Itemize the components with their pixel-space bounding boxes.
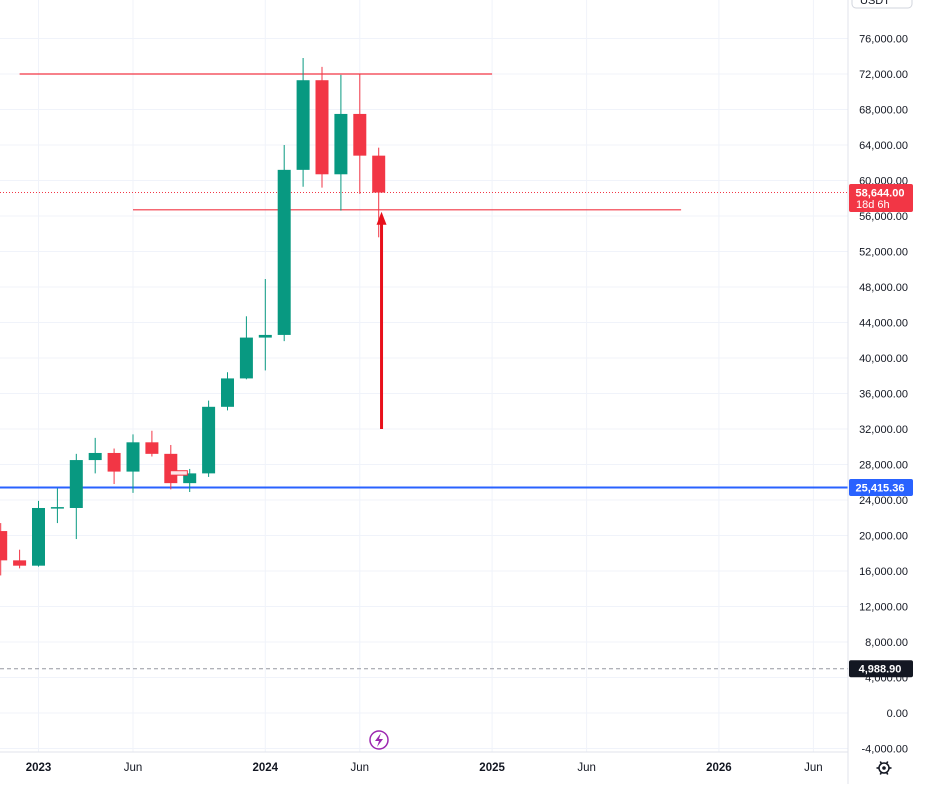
gear-icon-tooth: [885, 761, 889, 765]
candle-body[interactable]: [13, 560, 27, 566]
y-tick-label: 64,000.00: [859, 140, 908, 152]
gear-icon-tooth: [879, 761, 883, 765]
candle-body[interactable]: [353, 113, 367, 156]
candle[interactable]: [315, 66, 329, 188]
candle[interactable]: [13, 549, 27, 569]
candle[interactable]: [239, 316, 253, 380]
x-tick-label: Jun: [351, 762, 370, 774]
candle-body[interactable]: [221, 378, 234, 407]
candle[interactable]: [50, 488, 64, 524]
candle-body[interactable]: [32, 507, 45, 566]
candle-body[interactable]: [315, 80, 329, 175]
candles[interactable]: [0, 58, 386, 576]
candle-body[interactable]: [0, 531, 8, 561]
grid: [0, 0, 848, 752]
y-tick-label: 16,000.00: [859, 566, 908, 578]
gear-icon-tooth: [885, 771, 889, 775]
candle[interactable]: [258, 279, 272, 371]
candle-body[interactable]: [69, 460, 83, 508]
x-tick-label: Jun: [804, 762, 823, 774]
candle[interactable]: [126, 434, 140, 493]
gear-icon-tooth: [879, 771, 883, 775]
candle-body[interactable]: [164, 453, 178, 484]
y-tick-label: 68,000.00: [859, 105, 908, 117]
horizontal-lines: [0, 73, 848, 670]
candle-body[interactable]: [258, 334, 272, 338]
x-tick-label: Jun: [124, 762, 143, 774]
candle-body[interactable]: [277, 169, 291, 335]
blue-level-tag-bg: [849, 478, 913, 496]
y-tick-label: 52,000.00: [859, 247, 908, 259]
candle-body[interactable]: [126, 442, 140, 472]
candle-body[interactable]: [239, 337, 253, 379]
candle-body[interactable]: [372, 155, 386, 193]
candle[interactable]: [221, 372, 234, 411]
candle[interactable]: [107, 448, 121, 485]
candle[interactable]: [145, 430, 159, 457]
x-tick-label: Jun: [577, 762, 596, 774]
gear-icon[interactable]: [876, 761, 892, 775]
y-tick-label: 48,000.00: [859, 282, 908, 294]
y-tick-label: -4,000.00: [862, 744, 908, 756]
lightning-icon[interactable]: [369, 730, 389, 750]
chart-ui[interactable]: USDT: [369, 0, 913, 775]
x-tick-label: 2026: [706, 762, 732, 774]
candle[interactable]: [277, 145, 291, 342]
candle[interactable]: [32, 500, 45, 567]
candle-body[interactable]: [296, 80, 310, 170]
candle-body[interactable]: [334, 113, 348, 175]
current-price-tag: 58,644.00: [856, 188, 905, 200]
annotation-box[interactable]: [169, 470, 188, 476]
candle[interactable]: [334, 74, 348, 211]
dashed-level-tag: 4,988.90: [859, 664, 902, 676]
dashed-level-tag-bg: [849, 660, 913, 678]
currency-selector[interactable]: USDT: [851, 0, 913, 9]
x-tick-label: 2025: [479, 762, 505, 774]
y-tick-label: 56,000.00: [859, 211, 908, 223]
candle[interactable]: [183, 468, 197, 493]
candle-body[interactable]: [88, 452, 102, 461]
candle[interactable]: [296, 58, 310, 187]
y-tick-label: 36,000.00: [859, 389, 908, 401]
y-tick-label: 40,000.00: [859, 353, 908, 365]
candle[interactable]: [353, 74, 367, 194]
candle[interactable]: [0, 523, 8, 576]
candle-body[interactable]: [50, 507, 64, 509]
y-tick-label: 32,000.00: [859, 424, 908, 436]
y-tick-label: 28,000.00: [859, 460, 908, 472]
candle[interactable]: [202, 400, 216, 477]
x-tick-label: 2023: [26, 762, 52, 774]
y-tick-label: 72,000.00: [859, 69, 908, 81]
y-tick-label: 20,000.00: [859, 531, 908, 543]
y-axis[interactable]: 76,000.0072,000.0068,000.0064,000.0060,0…: [847, 0, 908, 784]
candle-body[interactable]: [183, 473, 197, 484]
candle[interactable]: [69, 453, 83, 540]
y-tick-label: 24,000.00: [859, 495, 908, 507]
current-price-tag-countdown: 18d 6h: [856, 199, 890, 211]
currency-label: USDT: [860, 0, 890, 7]
y-tick-label: 76,000.00: [859, 34, 908, 46]
candle-body[interactable]: [145, 442, 159, 454]
x-tick-label: 2024: [253, 762, 279, 774]
gear-icon-center: [882, 766, 886, 770]
y-tick-label: 44,000.00: [859, 318, 908, 330]
lightning-icon-bolt: [375, 733, 383, 747]
y-tick-label: 0.00: [887, 708, 908, 720]
y-tick-label: 12,000.00: [859, 602, 908, 614]
candle[interactable]: [88, 437, 102, 474]
candle[interactable]: [164, 444, 178, 490]
current-price-tag-bg: [849, 184, 913, 213]
x-axis[interactable]: 2023 Jun 2024 Jun 2025 Jun 2026 Jun: [0, 751, 848, 774]
annotations: [169, 211, 387, 476]
currency-selector-box[interactable]: [851, 0, 913, 9]
red-arrow-head[interactable]: [376, 211, 387, 225]
blue-level-tag: 25,415.36: [856, 482, 905, 494]
candle-body[interactable]: [202, 406, 216, 474]
y-tick-label: 8,000.00: [865, 637, 908, 649]
candle-body[interactable]: [107, 452, 121, 472]
